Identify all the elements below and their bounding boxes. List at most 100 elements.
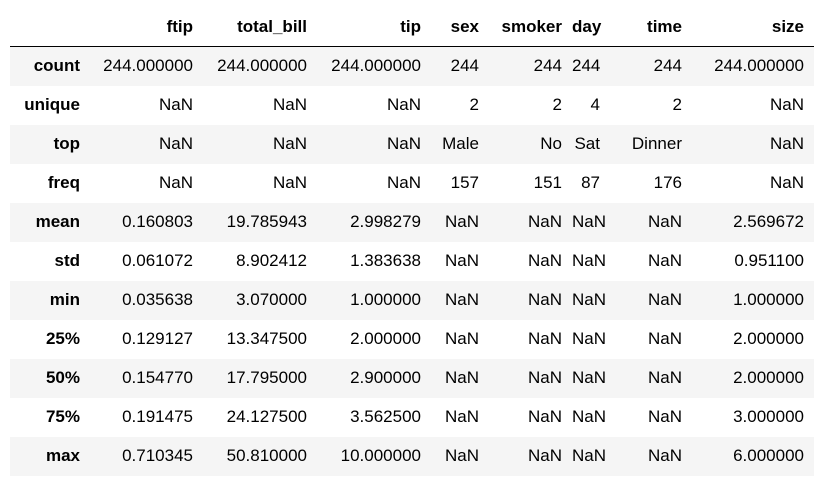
header-day: day (572, 8, 610, 47)
cell-smoker: NaN (527, 251, 562, 270)
cell-ftip: 0.035638 (122, 290, 193, 309)
cell-total-bill: NaN (272, 95, 307, 114)
cell-smoker: NaN (527, 212, 562, 231)
cell-smoker: 244 (533, 56, 562, 76)
cell-sex: Male (442, 134, 479, 153)
header-row: ftip total_bill tip sex smoker day time … (10, 8, 814, 47)
cell-smoker: NaN (527, 407, 562, 426)
table-row: top NaN NaN NaN Male No Sat Dinner NaN (10, 124, 814, 164)
cell-day: 244 (572, 56, 601, 76)
cell-sex: NaN (444, 212, 479, 231)
cell-total-bill: 244.000000 (217, 56, 307, 76)
cell-smoker: NaN (527, 446, 562, 465)
cell-smoker: NaN (527, 290, 562, 309)
cell-tip: 1.383638 (350, 251, 421, 270)
row-label: count (33, 56, 80, 76)
cell-time: Dinner (631, 134, 682, 153)
header-index-cell (10, 8, 90, 47)
cell-day: NaN (572, 290, 607, 309)
row-label: 50% (45, 368, 80, 387)
cell-size: NaN (769, 173, 804, 192)
cell-sex: NaN (444, 407, 479, 426)
row-label: min (49, 290, 80, 309)
cell-total-bill: 24.127500 (226, 407, 307, 426)
cell-ftip: NaN (158, 95, 193, 114)
cell-ftip: 244.000000 (103, 56, 193, 76)
cell-time: NaN (647, 329, 682, 348)
header-time: time (610, 8, 692, 47)
cell-tip: 2.998279 (350, 212, 421, 231)
cell-sex: NaN (444, 329, 479, 348)
row-label: 25% (45, 329, 80, 348)
cell-smoker: NaN (527, 368, 562, 387)
cell-sex: NaN (444, 368, 479, 387)
cell-ftip: 0.710345 (122, 446, 193, 465)
row-label: mean (35, 212, 80, 231)
cell-total-bill: NaN (272, 134, 307, 153)
cell-day: NaN (572, 368, 607, 387)
cell-time: 176 (653, 173, 682, 192)
cell-smoker: No (540, 134, 562, 153)
cell-sex: 244 (450, 56, 479, 76)
row-label: unique (24, 95, 80, 114)
cell-tip: 2.000000 (350, 329, 421, 348)
cell-smoker: 2 (552, 95, 562, 114)
cell-size: 0.951100 (734, 251, 804, 270)
cell-day: NaN (572, 251, 607, 270)
cell-ftip: 0.154770 (122, 368, 193, 387)
cell-ftip: NaN (158, 173, 193, 192)
header-ftip: ftip (90, 8, 203, 47)
header-size: size (692, 8, 814, 47)
header-sex: sex (431, 8, 489, 47)
cell-day: NaN (572, 329, 607, 348)
cell-time: NaN (647, 407, 682, 426)
cell-day: NaN (572, 446, 607, 465)
cell-day: 4 (590, 95, 600, 114)
cell-sex: NaN (444, 251, 479, 270)
cell-sex: NaN (444, 446, 479, 465)
cell-time: 244 (653, 56, 682, 76)
cell-tip: 2.900000 (350, 368, 421, 387)
header-total-bill: total_bill (203, 8, 317, 47)
cell-ftip: 0.129127 (122, 329, 193, 348)
cell-ftip: NaN (158, 134, 193, 153)
cell-tip: NaN (386, 95, 421, 114)
cell-tip: 3.562500 (350, 407, 421, 426)
cell-size: 244.000000 (714, 56, 804, 76)
cell-sex: NaN (444, 290, 479, 309)
table-row: freq NaN NaN NaN 157 151 87 176 NaN (10, 163, 814, 203)
cell-tip: NaN (386, 173, 421, 192)
cell-tip: 244.000000 (331, 56, 421, 76)
cell-time: NaN (647, 290, 682, 309)
cell-size: 1.000000 (733, 290, 804, 309)
row-label: top (53, 134, 80, 153)
cell-time: NaN (647, 212, 682, 231)
cell-total-bill: 8.902412 (236, 251, 307, 270)
cell-day: 87 (581, 173, 600, 192)
table-row: 25% 0.129127 13.347500 2.000000 NaN NaN NaN NaN… (10, 319, 814, 359)
cell-total-bill: NaN (272, 173, 307, 192)
cell-size: 2.569672 (733, 212, 804, 231)
table-body: count 244.000000 244.000000 244.000000 244 24… (10, 46, 814, 476)
cell-size: NaN (769, 134, 804, 153)
cell-ftip: 0.160803 (122, 212, 193, 231)
header-smoker: smoker (489, 8, 572, 47)
cell-day: NaN (572, 212, 607, 231)
row-label: std (54, 251, 81, 270)
table-row: count 244.000000 244.000000 244.000000 244 24… (10, 46, 814, 86)
cell-tip: 1.000000 (350, 290, 421, 309)
table-row: max 0.710345 50.810000 10.000000 NaN NaN NaN Na… (10, 436, 814, 476)
cell-time: NaN (647, 368, 682, 387)
cell-time: NaN (647, 446, 682, 465)
table-header: ftip total_bill tip sex smoker day time … (10, 8, 814, 47)
cell-sex: 2 (469, 95, 479, 114)
cell-total-bill: 17.795000 (226, 368, 307, 387)
cell-total-bill: 19.785943 (226, 212, 307, 231)
cell-ftip: 0.061072 (122, 251, 193, 270)
cell-time: 2 (672, 95, 682, 114)
cell-day: Sat (574, 134, 600, 153)
cell-size: 2.000000 (733, 368, 804, 387)
table-row: mean 0.160803 19.785943 2.998279 NaN NaN NaN Na… (10, 202, 814, 242)
cell-size: 2.000000 (733, 329, 804, 348)
